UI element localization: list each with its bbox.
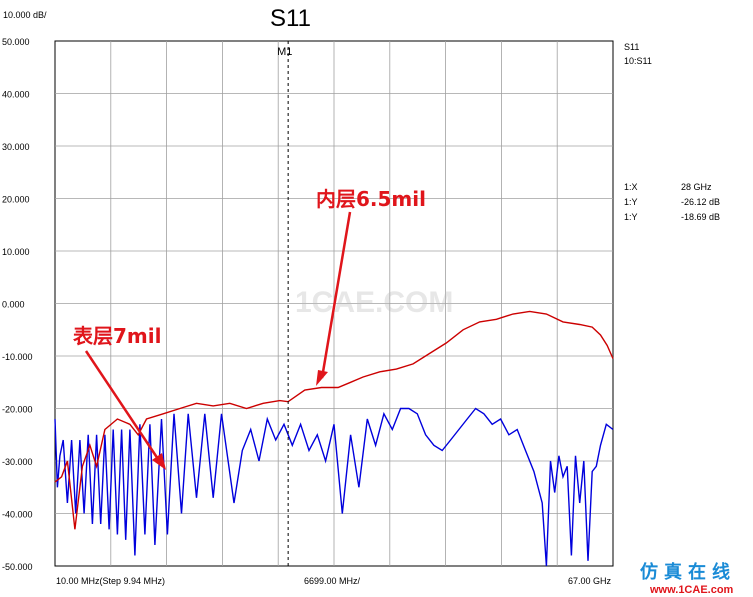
annotation-surface-layer: 表层7mil [73, 324, 161, 348]
readout-value: -18.69 dB [681, 212, 720, 222]
logo-cn-text: 仿真在线 [640, 561, 736, 583]
readout-value: 28 GHz [681, 182, 712, 192]
annotation-arrowhead-inner [316, 370, 328, 386]
legend-s11: S11 [624, 42, 639, 52]
y-tick-label: 0.000 [2, 300, 25, 310]
watermark: 1CAE.COM [295, 286, 453, 319]
x-center-label: 6699.00 MHz/ [304, 576, 361, 586]
annotation-arrow-surface [84, 350, 162, 463]
x-start-label: 10.00 MHz(Step 9.94 MHz) [56, 576, 165, 586]
y-tick-label: 20.000 [2, 195, 30, 205]
trace-10-s11 [54, 310, 614, 530]
readout-label: 1:Y [624, 197, 638, 207]
trace-s11 [54, 407, 614, 567]
site-logo: 仿真在线 www.1CAE.com [640, 561, 736, 596]
readout-value: -26.12 dB [681, 197, 720, 207]
annotation-arrowhead-surface [152, 453, 166, 470]
annotation-arrow-inner [320, 211, 352, 379]
readout-label: 1:X [624, 182, 638, 192]
legend-10-s11: 10:S11 [624, 56, 652, 66]
y-tick-label: -30.000 [2, 457, 33, 467]
chart-title: S11 [270, 5, 311, 32]
y-tick-label: 50.000 [2, 37, 30, 47]
logo-url-text: www.1CAE.com [649, 584, 734, 596]
y-tick-label: 40.000 [2, 90, 30, 100]
y-tick-label: 10.000 [2, 247, 30, 257]
annotation-inner-layer: 内层6.5mil [316, 187, 426, 211]
y-tick-label: -40.000 [2, 510, 33, 520]
y-tick-label: -10.000 [2, 352, 33, 362]
y-tick-label: 30.000 [2, 142, 30, 152]
y-tick-label: -20.000 [2, 405, 33, 415]
marker-readout: 1:X 28 GHz 1:Y -26.12 dB 1:Y -18.69 dB [624, 182, 720, 222]
y-axis-tick-labels: 50.000 40.000 30.000 20.000 10.000 0.000 -10.0… [2, 37, 33, 572]
marker-m1-label: M1 [277, 46, 292, 58]
y-tick-label: -50.000 [2, 562, 33, 572]
readout-label: 1:Y [624, 212, 638, 222]
scale-label: 10.000 dB/ [3, 10, 47, 20]
x-stop-label: 67.00 GHz [568, 576, 612, 586]
